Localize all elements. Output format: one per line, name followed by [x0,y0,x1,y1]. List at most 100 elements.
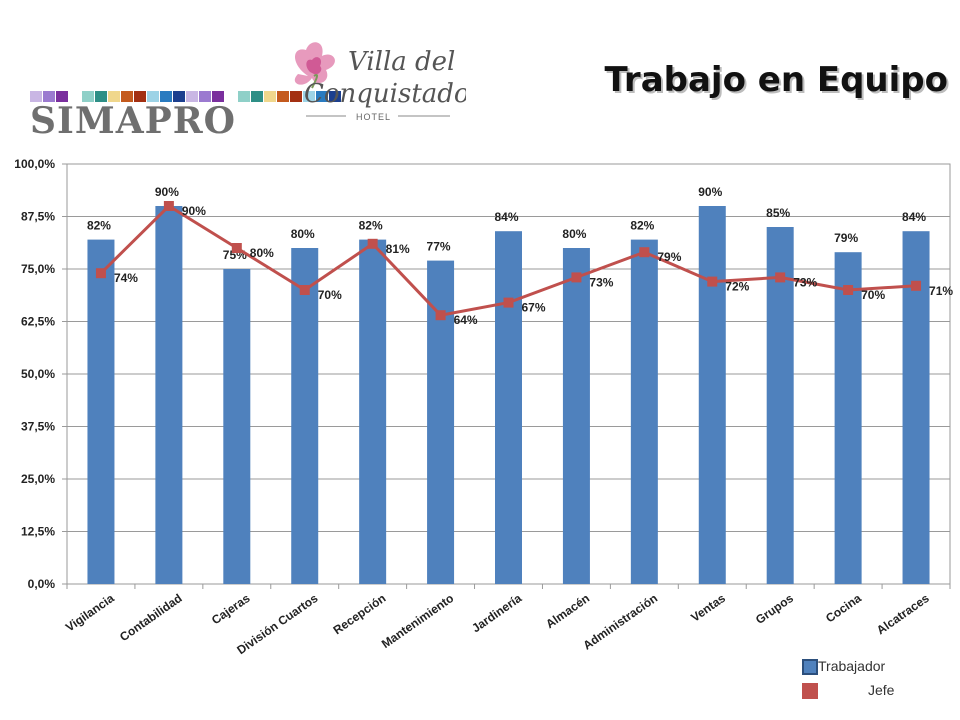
legend-item-trabajador: Trabajador [800,657,920,679]
x-category-label: Grupos [753,591,796,627]
jefe-marker [707,276,718,287]
stripe-block [95,91,107,102]
stripe-block [160,91,172,102]
bar-value-label: 90% [698,185,722,199]
jefe-marker [299,285,310,295]
jefe-marker [503,297,514,308]
stripe-block [290,91,302,102]
hotel-name-line2: Conquistador [304,79,466,109]
jefe-value-label: 81% [386,242,410,256]
stripe-block [43,91,55,102]
stripe-block [82,91,94,102]
stripe-block [121,91,133,102]
page-title: Trabajo en Equipo [604,60,948,100]
bar [359,239,387,584]
x-category-label: Cajeras [209,591,253,628]
bar [223,269,251,584]
y-tick-label: 75,0% [21,262,55,276]
y-tick-label: 12,5% [21,525,55,539]
bar [562,248,590,584]
y-tick-label: 87,5% [21,210,55,224]
bar-value-label: 80% [562,227,586,241]
stripe-block [251,91,263,102]
hotel-name-line1: Villa del [348,47,455,77]
x-category-label: Alcatraces [874,591,932,637]
y-tick-label: 62,5% [21,315,55,329]
stripe-block [186,91,198,102]
stripe-block [147,91,159,102]
jefe-value-label: 64% [454,313,478,327]
jefe-value-label: 74% [114,271,138,285]
stripe-block [238,91,250,102]
bar-value-label: 79% [834,231,858,245]
bar-value-label: 80% [291,227,315,241]
jefe-value-label: 80% [250,246,274,260]
bar-value-label: 82% [630,219,654,233]
bar-value-label: 84% [494,210,518,224]
bar-value-label: 82% [87,219,111,233]
x-category-label: Mantenimiento [379,591,456,651]
stripe-block [134,91,146,102]
y-tick-label: 0,0% [28,577,56,591]
jefe-marker [571,272,582,283]
stripe-block [329,91,341,102]
x-category-label: Almacén [543,591,592,631]
jefe-marker [775,272,786,283]
stripe-block [56,91,68,102]
stripe-block [316,91,328,102]
jefe-value-label: 67% [522,301,546,315]
legend-swatch-trabajador [802,659,818,675]
jefe-value-label: 71% [929,284,953,298]
jefe-value-label: 73% [793,275,817,289]
x-category-label: Administración [580,591,660,653]
flower-icon [294,42,335,89]
jefe-marker [95,268,106,279]
bar [698,206,726,584]
hotel-sub-label: HOTEL [356,112,391,122]
y-tick-label: 100,0% [14,157,55,171]
x-category-label: Cocina [823,591,864,626]
bar [834,252,862,584]
stripe-block [277,91,289,102]
bar [495,231,522,584]
bar-value-label: 84% [902,210,926,224]
bar [87,239,115,584]
stripe-block [69,91,81,102]
stripe-block [212,91,224,102]
stripe-block [199,91,211,102]
jefe-value-label: 90% [182,204,206,218]
color-stripe-banner [30,91,342,102]
x-category-label: Contabilidad [117,591,185,644]
legend: Trabajador Jefe [800,657,920,707]
bar-value-label: 90% [155,185,179,199]
jefe-value-label: 70% [318,288,342,302]
stripe-block [173,91,185,102]
x-category-label: Ventas [688,591,728,625]
bar [766,227,794,584]
jefe-marker [163,201,174,211]
jefe-value-label: 73% [589,275,613,289]
hotel-logo: Villa del Conquistador HOTEL [294,42,466,122]
bar-value-label: 77% [427,240,451,254]
jefe-marker [911,280,922,291]
y-tick-label: 25,0% [21,472,55,486]
stripe-block [264,91,276,102]
jefe-marker [843,285,854,295]
legend-label-jefe: Jefe [868,682,895,698]
jefe-marker [639,247,650,258]
jefe-value-label: 70% [861,288,885,302]
bar-value-label: 82% [359,219,383,233]
stripe-block [30,91,42,102]
x-category-label: Vigilancia [63,591,117,635]
legend-item-jefe: Jefe [800,681,920,703]
jefe-marker [231,243,242,253]
bar [155,206,183,584]
x-category-label: Recepción [331,591,389,637]
bar [630,239,658,584]
bar [291,248,319,584]
jefe-value-label: 72% [725,280,749,294]
legend-swatch-jefe [802,683,818,699]
legend-label-trabajador: Trabajador [818,658,886,674]
x-category-label: Jardinería [469,591,524,636]
